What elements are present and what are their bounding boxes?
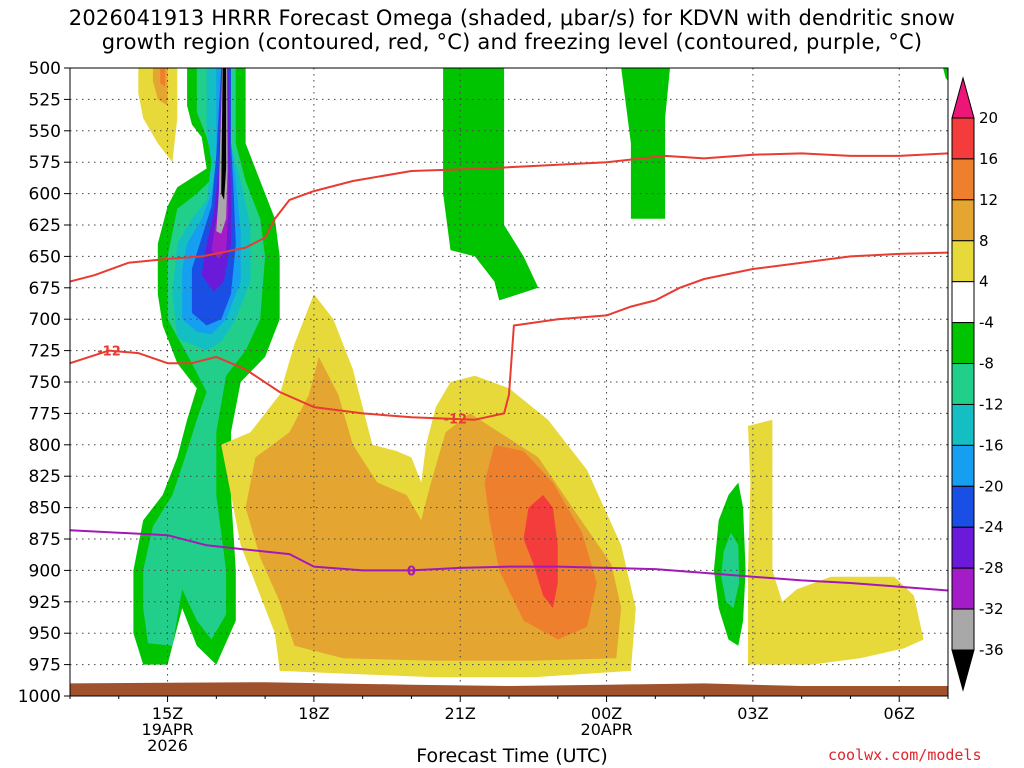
colorbar-segment-4 xyxy=(951,281,975,324)
colorbar-label-8: -16 xyxy=(979,436,1004,454)
descent-main-20 xyxy=(523,495,558,609)
plot-frame xyxy=(69,67,949,697)
terrain-band xyxy=(70,682,948,696)
ascent-upper-mid-9 xyxy=(443,68,539,301)
colorbar: 20 16 12 8 4 -4 -8 -12 -16 -20 -24 -28 -32 -36 xyxy=(951,76,1004,692)
descent-right-21 xyxy=(748,419,924,665)
colorbar-label-9: -20 xyxy=(979,477,1004,495)
credit-text: coolwx.com/models xyxy=(828,746,982,764)
y-tick-label-875: 875 xyxy=(29,530,61,550)
colorbar-segment-6 xyxy=(951,363,975,405)
y-tick-label-575: 575 xyxy=(29,153,61,173)
colorbar-label-1: 16 xyxy=(979,150,998,168)
y-tick-label-675: 675 xyxy=(29,279,61,299)
contour-label-freezing: 0 xyxy=(407,564,416,579)
contour-labels: -12 -12 0 xyxy=(97,345,468,580)
x-tick-label-30-0: 06Z xyxy=(884,704,915,723)
contour-label-dgz_a: -12 xyxy=(97,345,121,360)
grid-lines xyxy=(64,67,949,702)
colorbar-segment-7 xyxy=(951,403,975,446)
colorbar-segment-11 xyxy=(951,567,975,610)
colorbar-label-6: -8 xyxy=(979,355,994,373)
dgz_lower_-12C-line xyxy=(70,251,948,421)
descent-top-left-16 xyxy=(160,68,166,87)
y-tick-label-525: 525 xyxy=(29,90,61,110)
y-tick-label-800: 800 xyxy=(29,436,61,456)
colorbar-segment-2 xyxy=(951,199,975,242)
x-tick-label-24-0: 00Z xyxy=(591,704,622,723)
colorbar-label-0: 20 xyxy=(979,109,998,127)
colorbar-segment-1 xyxy=(951,158,975,201)
colorbar-label-2: 12 xyxy=(979,191,998,209)
colorbar-segment-5 xyxy=(951,322,975,365)
freezing_level_0C-line xyxy=(70,529,948,592)
y-tick-label-975: 975 xyxy=(29,656,61,676)
ascent-edge-right-13 xyxy=(943,68,948,81)
colorbar-label-11: -28 xyxy=(979,559,1004,577)
y-tick-label-550: 550 xyxy=(29,122,61,142)
y-tick-label-925: 925 xyxy=(29,593,61,613)
colorbar-segment-10 xyxy=(951,526,975,569)
colorbar-segment-8 xyxy=(951,444,975,487)
y-tick-label-950: 950 xyxy=(29,624,61,644)
y-tick-label-825: 825 xyxy=(29,467,61,487)
colorbar-bottom-arrow xyxy=(951,649,975,692)
y-axis-labels: 500 525 550 575 600 625 650 675 700 725 750 775 800 8… xyxy=(18,59,61,707)
x-axis-title: Forecast Time (UTC) xyxy=(416,745,608,767)
y-tick-label-600: 600 xyxy=(29,185,61,205)
y-tick-label-650: 650 xyxy=(29,247,61,267)
colorbar-segment-0 xyxy=(951,117,975,160)
chart-title-line2: growth region (contoured, red, °C) and f… xyxy=(101,30,923,54)
colorbar-segment-9 xyxy=(951,485,975,528)
y-tick-label-750: 750 xyxy=(29,373,61,393)
y-tick-label-850: 850 xyxy=(29,499,61,519)
contour-lines xyxy=(70,152,948,592)
colorbar-label-13: -36 xyxy=(979,641,1004,659)
chart-title: 2026041913 HRRR Forecast Omega (shaded, … xyxy=(0,6,1024,54)
y-tick-label-725: 725 xyxy=(29,342,61,362)
x-tick-label-15-0: 15Z xyxy=(152,704,183,723)
ascent-core-early-8 xyxy=(221,68,227,200)
y-tick-label-900: 900 xyxy=(29,561,61,581)
omega-shading xyxy=(133,68,948,678)
colorbar-label-3: 8 xyxy=(979,232,989,250)
colorbar-label-4: 4 xyxy=(979,273,989,291)
x-tick-label-15-2: 2026 xyxy=(147,736,188,755)
colorbar-label-7: -12 xyxy=(979,395,1004,413)
chart-title-line1: 2026041913 HRRR Forecast Omega (shaded, … xyxy=(68,6,956,30)
x-tick-label-24-1: 20APR xyxy=(581,720,633,739)
colorbar-label-5: -4 xyxy=(979,314,994,332)
x-tick-label-21-0: 21Z xyxy=(445,704,476,723)
y-tick-label-1000: 1000 xyxy=(18,687,61,707)
dgz_upper_-12C_left-line xyxy=(70,152,948,283)
colorbar-segment-3 xyxy=(951,240,975,283)
ascent-upper-right-10 xyxy=(621,68,670,219)
colorbar-label-10: -24 xyxy=(979,518,1004,536)
y-tick-label-625: 625 xyxy=(29,216,61,236)
colorbar-top-arrow xyxy=(951,76,975,119)
contour-label-dgz_b: -12 xyxy=(444,412,468,427)
colorbar-label-12: -32 xyxy=(979,600,1004,618)
colorbar-segment-12 xyxy=(951,608,975,651)
x-tick-label-15-1: 19APR xyxy=(142,720,194,739)
y-tick-label-500: 500 xyxy=(29,59,61,79)
x-tick-label-18-0: 18Z xyxy=(298,704,329,723)
y-tick-label-700: 700 xyxy=(29,310,61,330)
y-tick-label-775: 775 xyxy=(29,404,61,424)
x-tick-label-27-0: 03Z xyxy=(737,704,768,723)
